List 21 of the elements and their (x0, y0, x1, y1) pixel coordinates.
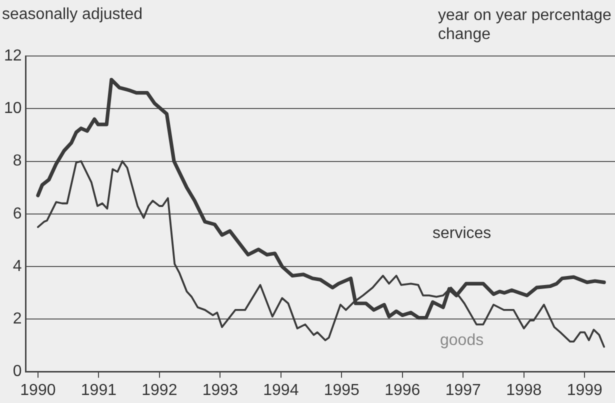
y-tick-label: 4 (12, 258, 22, 275)
y-axis-title: year on year percentage change (438, 6, 612, 44)
x-tick-label: 1991 (80, 382, 117, 399)
y-tick-label: 10 (4, 100, 22, 118)
x-tick-label: 1997 (445, 382, 482, 399)
text: services (432, 225, 492, 242)
x-tick-label: 1992 (142, 382, 178, 399)
x-tick-label: 1999 (566, 382, 603, 399)
y-tick-label: 6 (12, 205, 22, 222)
x-tick-label: 1993 (202, 382, 238, 399)
series-label: goods (440, 332, 484, 350)
y-tick-label: 8 (12, 152, 22, 170)
x-tick-label: 1990 (20, 382, 56, 399)
x-tick-label: 1994 (263, 382, 299, 399)
x-tick-label: 1995 (324, 382, 360, 399)
y-tick-label: 2 (12, 310, 22, 328)
y-tick-label: 12 (4, 47, 22, 64)
x-tick-label: 1996 (384, 382, 420, 399)
chart-subtitle: seasonally adjusted (2, 6, 143, 24)
y-tick-label: 0 (12, 363, 22, 380)
x-tick-label: 1998 (506, 382, 542, 399)
